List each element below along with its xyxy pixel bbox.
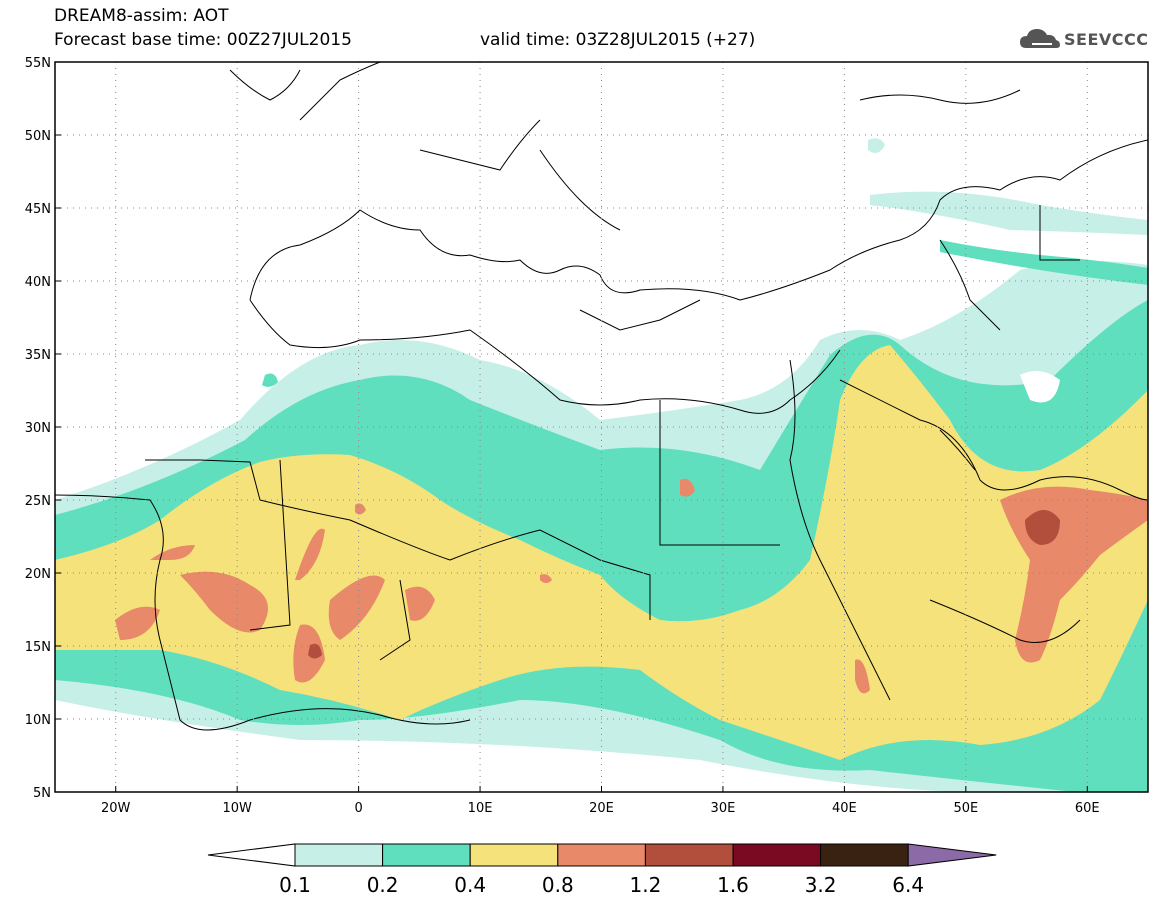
lat-label: 40N xyxy=(25,275,51,290)
lon-label: 10E xyxy=(468,801,493,816)
lon-label: 10W xyxy=(222,801,252,816)
coastlines xyxy=(55,62,1148,731)
lat-label: 45N xyxy=(25,202,51,217)
lat-label: 35N xyxy=(25,348,51,363)
lat-label: 50N xyxy=(25,129,51,144)
lon-label: 50E xyxy=(953,801,978,816)
contour-1.2 xyxy=(308,510,1060,659)
lat-label: 20N xyxy=(25,567,51,582)
grid-lines xyxy=(55,62,1148,792)
latitude-labels: 55N 50N 45N 40N 35N 30N 25N 20N 15N 10N 5N xyxy=(25,56,61,801)
colorbar-swatch xyxy=(557,843,646,867)
title-line-1: DREAM8-assim: AOT xyxy=(54,6,229,26)
colorbar-arrow-above xyxy=(907,843,997,867)
lon-label: 20W xyxy=(101,801,131,816)
colorbar-swatch xyxy=(644,843,734,867)
lat-label: 25N xyxy=(25,494,51,509)
colorbar-level-label: 0.4 xyxy=(454,873,486,897)
title-line-2: Forecast base time: 00Z27JUL2015 xyxy=(54,30,352,50)
colorbar-swatch xyxy=(294,843,384,867)
colorbar-level-label: 3.2 xyxy=(805,873,837,897)
colorbar: 0.1 0.2 0.4 0.8 1.2 1.6 3.2 6.4 xyxy=(207,843,997,897)
colorbar-swatch xyxy=(469,843,559,867)
colorbar-arrow-below xyxy=(207,843,296,867)
colorbar-level-label: 1.6 xyxy=(717,873,749,897)
colorbar-level-label: 0.1 xyxy=(279,873,311,897)
contour-0.4 xyxy=(55,345,1148,760)
lat-label: 30N xyxy=(25,421,51,436)
lon-label: 40E xyxy=(832,801,857,816)
lat-label: 55N xyxy=(25,56,51,71)
colorbar-swatch xyxy=(820,843,909,867)
lat-label: 5N xyxy=(33,786,51,801)
colorbar-level-label: 0.2 xyxy=(367,873,399,897)
lon-label: 60E xyxy=(1075,801,1100,816)
lon-label: 30E xyxy=(711,801,736,816)
lon-label: 20E xyxy=(589,801,614,816)
cloud-logo-icon xyxy=(1020,29,1060,48)
lat-label: 10N xyxy=(25,713,51,728)
colorbar-level-label: 6.4 xyxy=(892,873,924,897)
lon-label: 0 xyxy=(354,801,362,816)
valid-time-label: valid time: 03Z28JUL2015 (+27) xyxy=(480,30,756,50)
longitude-labels: 20W 10W 0 10E 20E 30E 40E 50E 60E xyxy=(101,786,1100,816)
colorbar-level-label: 1.2 xyxy=(629,873,661,897)
colorbar-swatch xyxy=(382,843,471,867)
colorbar-swatch xyxy=(732,843,822,867)
colorbar-level-label: 0.8 xyxy=(542,873,574,897)
lat-label: 15N xyxy=(25,640,51,655)
logo-text: SEEVCCC xyxy=(1064,30,1149,49)
